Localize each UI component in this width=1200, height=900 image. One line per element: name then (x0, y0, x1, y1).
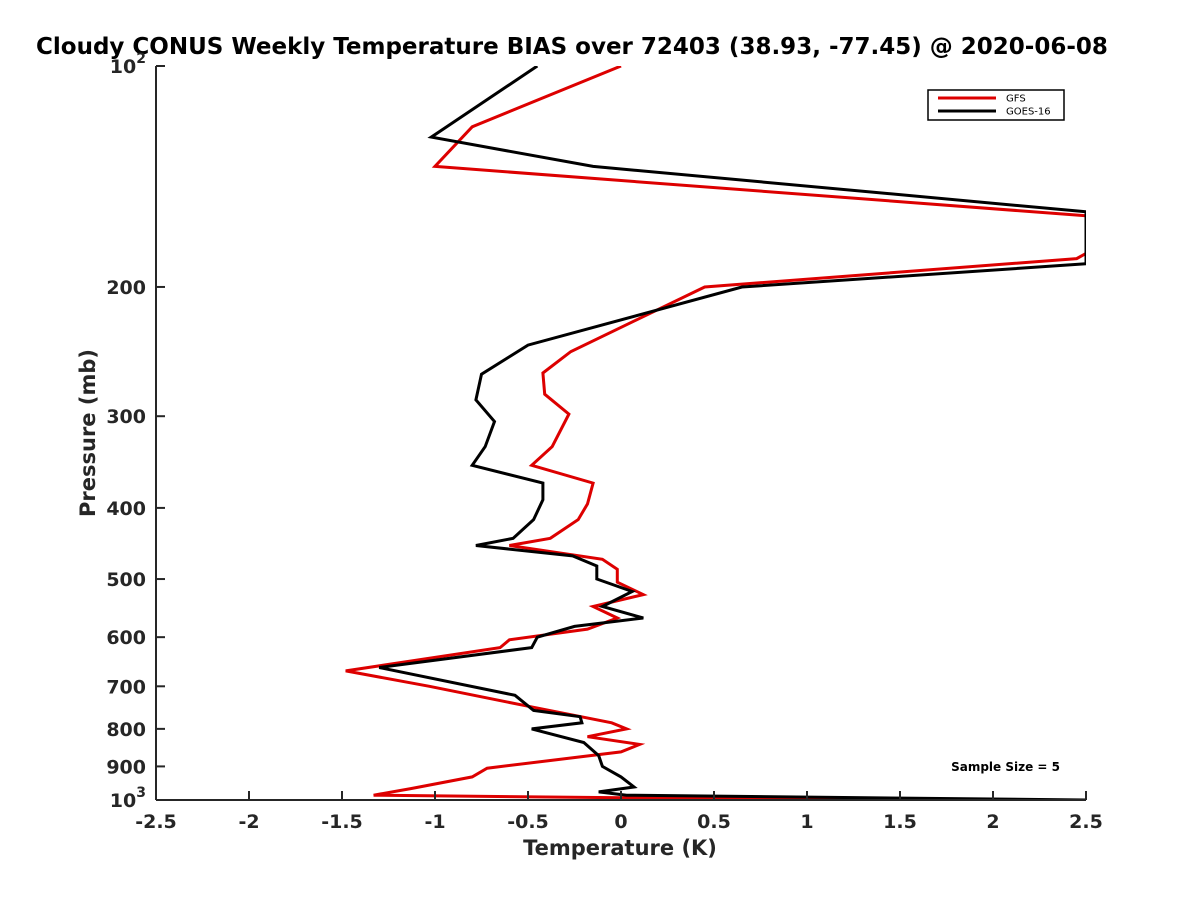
y-tick-label: 103 (110, 785, 146, 812)
series-line-goes-16 (378, 66, 1086, 800)
y-tick-label: 102 (110, 51, 146, 78)
axes: -2.5 -2 -1.5 -1 -0.5 0 0.5 1 1.5 2 2.5 102 200 300 400… (106, 51, 1103, 833)
x-tick-label: 1.5 (883, 811, 917, 833)
series-line-gfs (345, 66, 1086, 800)
x-tick-label: -2 (238, 811, 259, 833)
legend: GFS GOES-16 (927, 89, 1065, 121)
legend-label: GOES-16 (1006, 107, 1051, 118)
chart-title: Cloudy CONUS Weekly Temperature BIAS ove… (36, 34, 1108, 60)
y-tick-label: 700 (106, 676, 146, 698)
legend-box (927, 89, 1065, 121)
plot-area (345, 66, 1086, 800)
x-tick-label: -1 (424, 811, 445, 833)
y-tick-label: 200 (106, 277, 146, 299)
legend-label: GFS (1006, 94, 1026, 105)
y-tick-label: 500 (106, 569, 146, 591)
y-tick-label: 800 (106, 719, 146, 741)
y-tick-label: 900 (106, 756, 146, 778)
y-tick-label: 300 (106, 406, 146, 428)
sample-size-annotation: Sample Size = 5 (951, 760, 1060, 774)
y-tick-label: 600 (106, 627, 146, 649)
x-axis-label: Temperature (K) (523, 836, 717, 860)
y-axis-label: Pressure (mb) (76, 349, 100, 517)
x-tick-label: -1.5 (321, 811, 363, 833)
x-tick-label: 2.5 (1069, 811, 1103, 833)
x-tick-label: 2 (986, 811, 999, 833)
x-tick-label: -0.5 (507, 811, 549, 833)
x-tick-label: 1 (800, 811, 813, 833)
x-tick-label: -2.5 (135, 811, 177, 833)
y-tick-label: 400 (106, 498, 146, 520)
x-tick-label: 0.5 (697, 811, 731, 833)
x-tick-label: 0 (614, 811, 627, 833)
